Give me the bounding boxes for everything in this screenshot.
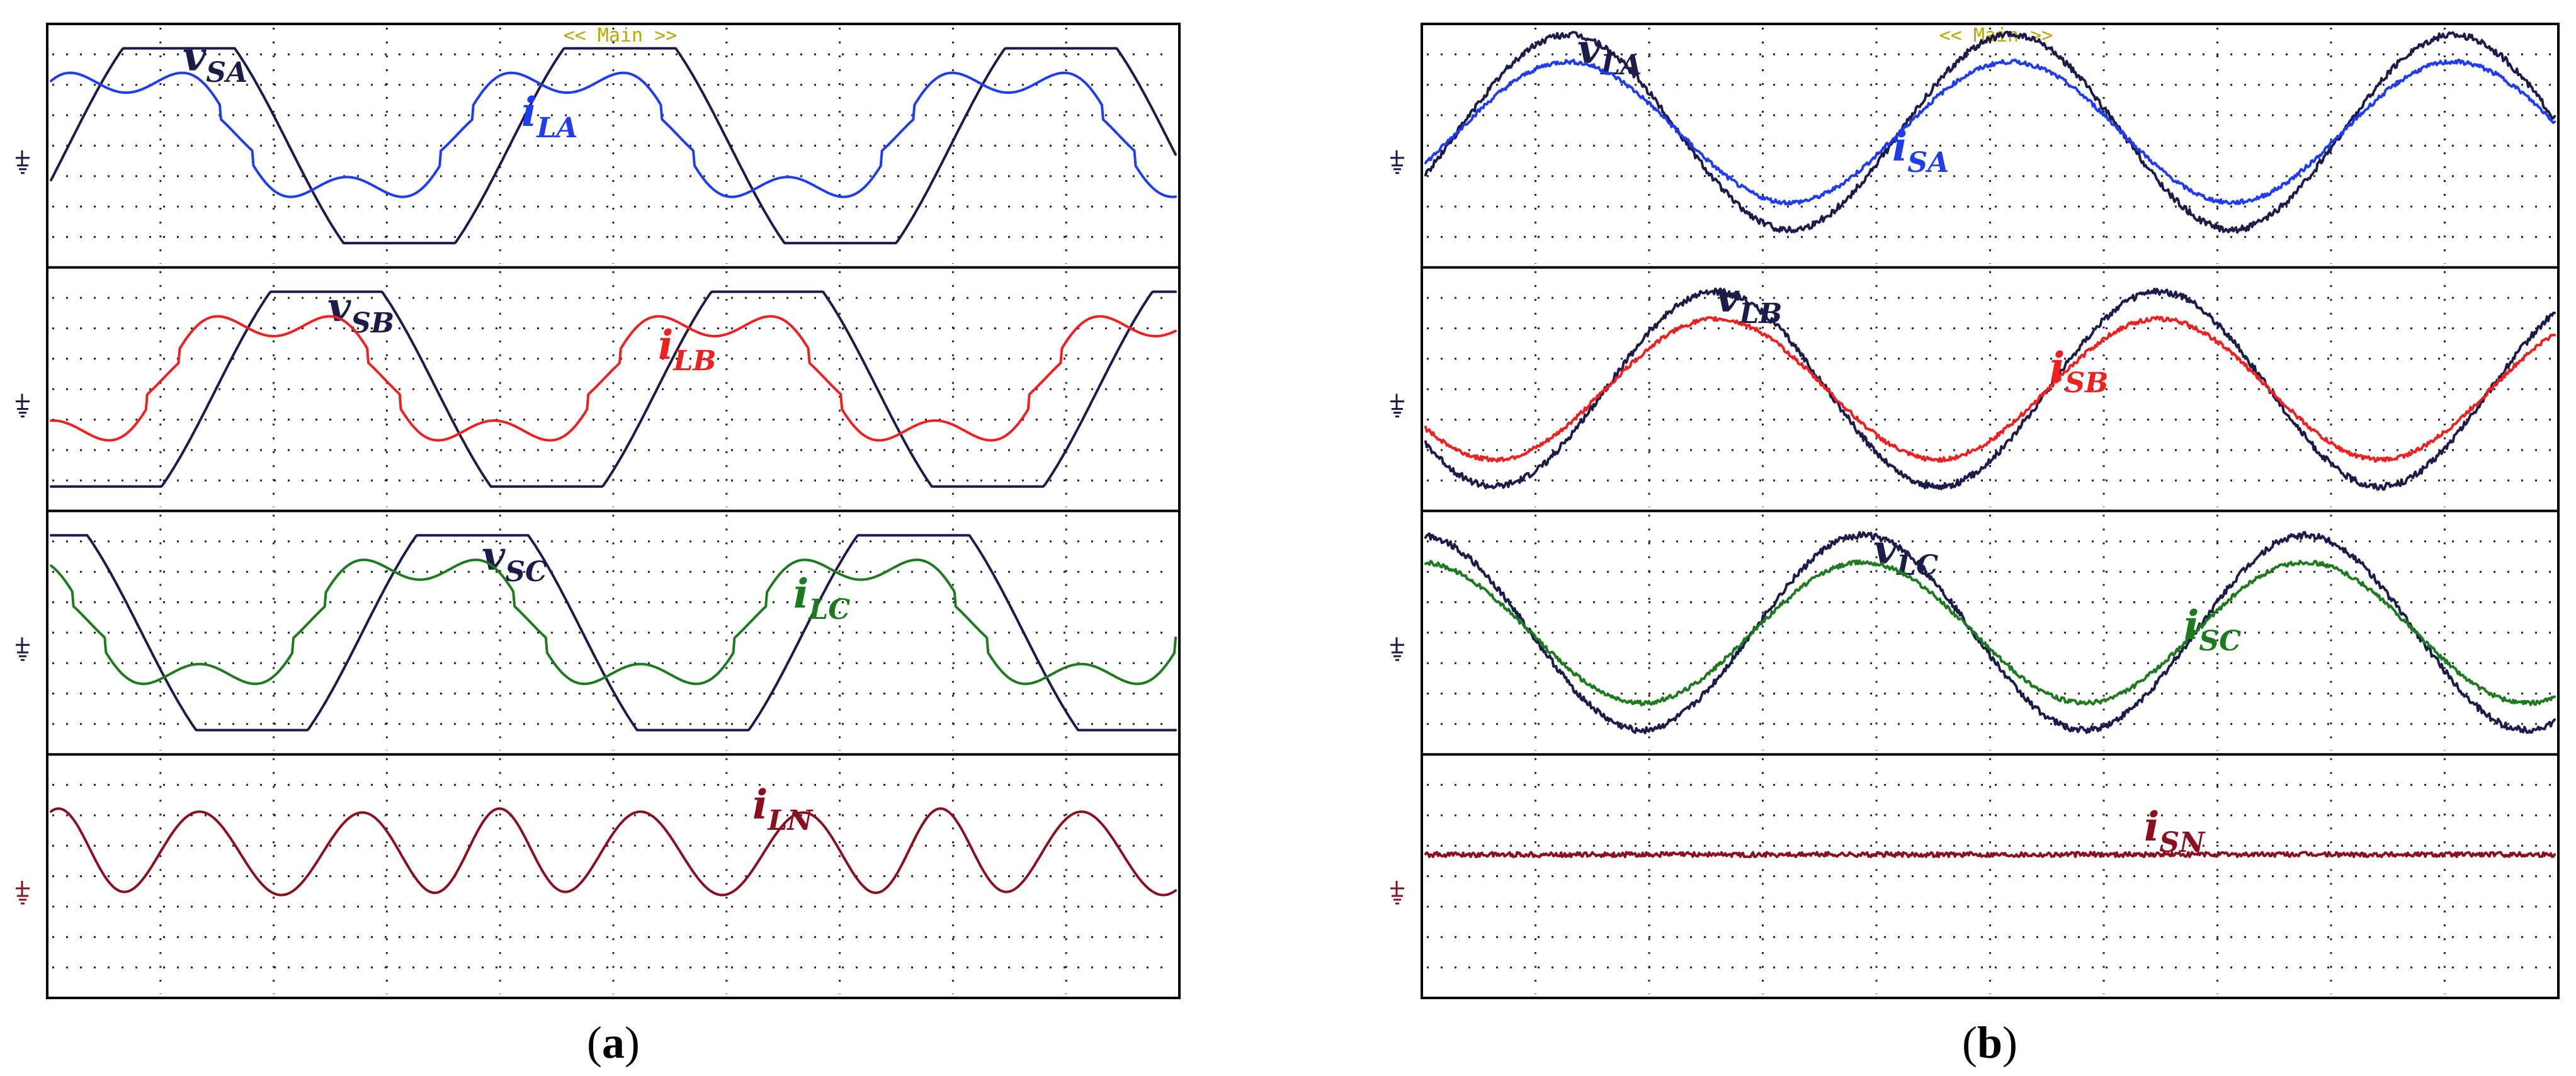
ground-marker-icon bbox=[16, 637, 30, 661]
trace-iSN bbox=[1424, 851, 2556, 859]
label-vSB: vSB bbox=[327, 284, 394, 339]
trace-iSC bbox=[1424, 559, 2556, 706]
channel-4: iLN bbox=[16, 753, 1179, 994]
label-iSC: iSC bbox=[2184, 602, 2241, 657]
trace-iLC bbox=[50, 558, 1177, 686]
label-iSA: iSA bbox=[1892, 123, 1949, 179]
trace-iSA bbox=[1424, 58, 2556, 206]
panel-caption: (a) bbox=[587, 1017, 640, 1068]
trace-vSC bbox=[50, 534, 1177, 732]
channel-1: vSA iLA bbox=[16, 28, 1177, 264]
ground-marker-icon bbox=[1390, 880, 1404, 905]
ground-marker-icon bbox=[16, 394, 30, 417]
trace-vLC bbox=[1424, 531, 2556, 735]
panel-caption: (b) bbox=[1962, 1017, 2017, 1068]
label-vSA: vSA bbox=[183, 33, 247, 89]
trace-vSB bbox=[50, 290, 1177, 488]
channel-3: vSC iLC bbox=[16, 509, 1179, 751]
label-vSC: vSC bbox=[482, 533, 547, 588]
label-iLN: iLN bbox=[752, 781, 814, 837]
label-iSB: iSB bbox=[2050, 344, 2108, 399]
label-iLC: iLC bbox=[793, 570, 850, 626]
ground-marker-icon bbox=[16, 880, 30, 905]
label-iLB: iLB bbox=[658, 322, 716, 377]
label-vLC: vLC bbox=[1873, 526, 1938, 582]
main-banner: << Main >> bbox=[564, 25, 678, 47]
panel-a: << Main >> vSA iLA vSB iLB vSC iLC iLN (a) bbox=[16, 23, 1181, 1068]
channel-2: vLB iSB bbox=[1390, 266, 2558, 507]
label-vLB: vLB bbox=[1716, 275, 1782, 330]
label-iSN: iSN bbox=[2144, 803, 2206, 859]
trace-iLN bbox=[50, 807, 1177, 897]
trace-iLA bbox=[50, 71, 1177, 198]
trace-vLA bbox=[1424, 30, 2556, 234]
trace-vSA bbox=[50, 47, 1177, 245]
channel-2: vSB iLB bbox=[16, 266, 1179, 507]
ground-marker-icon bbox=[1390, 150, 1404, 174]
ground-marker-icon bbox=[16, 150, 30, 174]
ground-marker-icon bbox=[1390, 637, 1404, 661]
label-iLA: iLA bbox=[521, 89, 577, 144]
channel-4: iSN bbox=[1390, 753, 2558, 994]
trace-vLB bbox=[1424, 287, 2556, 491]
ground-marker-icon bbox=[1390, 394, 1404, 417]
trace-iLB bbox=[50, 315, 1177, 442]
channel-3: vLC iSC bbox=[1390, 509, 2558, 751]
trace-iSB bbox=[1424, 315, 2556, 463]
